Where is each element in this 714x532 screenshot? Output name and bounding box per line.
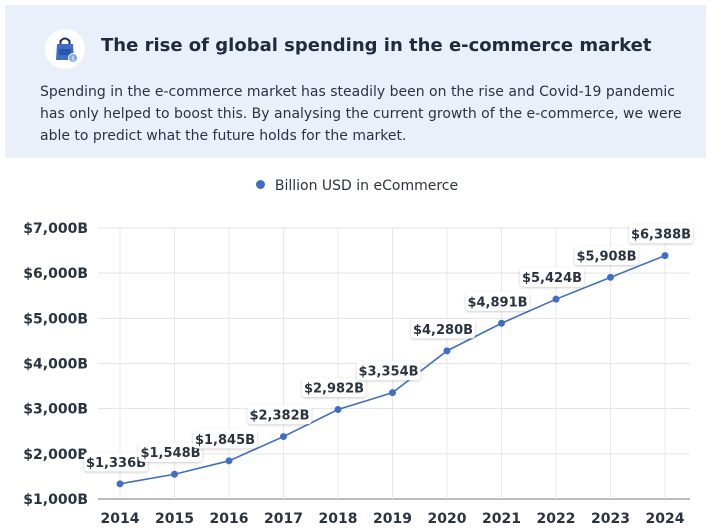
data-label-box	[84, 452, 148, 472]
y-tick-label: $2,000B	[23, 447, 88, 463]
header-panel: $ The rise of global spending in the e-c…	[5, 5, 706, 158]
x-tick-label: 2020	[428, 511, 467, 527]
data-label: $1,336B	[86, 456, 146, 471]
data-point	[389, 389, 396, 397]
data-label: $4,891B	[467, 295, 527, 310]
data-label-box	[465, 291, 530, 311]
data-label: $4,280B	[413, 323, 473, 338]
page-title: The rise of global spending in the e-com…	[101, 35, 652, 56]
data-label-box	[247, 405, 312, 425]
data-label: $1,548B	[140, 446, 200, 461]
data-point	[116, 480, 124, 488]
y-tick-label: $7,000B	[23, 221, 88, 237]
legend-label: Billion USD in eCommerce	[274, 178, 459, 194]
data-point	[661, 252, 669, 260]
x-tick-label: 2022	[537, 511, 576, 527]
x-tick-label: 2021	[482, 511, 521, 527]
data-label: $5,424B	[522, 271, 582, 286]
data-label: $3,354B	[358, 365, 418, 380]
x-tick-label: 2015	[155, 511, 194, 527]
data-label-box	[574, 245, 639, 265]
page-description: Spending in the e-commerce market has st…	[40, 84, 682, 144]
data-point	[280, 433, 287, 441]
y-tick-label: $5,000B	[23, 311, 88, 327]
data-point	[225, 457, 233, 465]
x-tick-label: 2019	[373, 511, 412, 527]
y-tick-label: $6,000B	[23, 266, 88, 282]
data-label: $5,908B	[576, 249, 636, 264]
x-tick-label: 2014	[101, 511, 140, 527]
legend-marker	[255, 180, 265, 189]
data-label: $2,382B	[249, 409, 309, 424]
data-label-box	[302, 377, 366, 397]
data-label-box	[629, 224, 693, 244]
data-point	[552, 295, 560, 303]
data-label-box	[411, 319, 475, 339]
data-label: $6,388B	[631, 228, 691, 243]
x-tick-label: 2023	[591, 511, 630, 527]
x-tick-label: 2018	[319, 511, 358, 527]
data-label-box	[356, 361, 421, 381]
x-tick-label: 2017	[264, 511, 303, 527]
svg-text:$: $	[71, 56, 75, 63]
data-label-box	[138, 442, 203, 462]
data-label-box	[520, 267, 584, 287]
y-tick-label: $4,000B	[23, 357, 88, 373]
data-point	[334, 405, 342, 413]
x-tick-label: 2016	[210, 511, 249, 527]
data-point	[171, 470, 178, 478]
data-point	[607, 273, 614, 281]
chart-legend: Billion USD in eCommerce	[0, 178, 714, 194]
data-label-box	[193, 429, 257, 449]
y-tick-label: $1,000B	[23, 492, 88, 508]
shopping-bag-icon: $	[45, 29, 85, 69]
data-label: $1,845B	[195, 433, 255, 448]
data-label: $2,982B	[304, 381, 364, 396]
x-tick-label: 2024	[646, 511, 685, 527]
data-point	[498, 319, 505, 327]
y-tick-label: $3,000B	[23, 402, 88, 418]
line-chart: $1,000B $2,000B $3,000B $4,000B $5,000B $6,00…	[23, 221, 693, 527]
data-point	[443, 347, 451, 355]
